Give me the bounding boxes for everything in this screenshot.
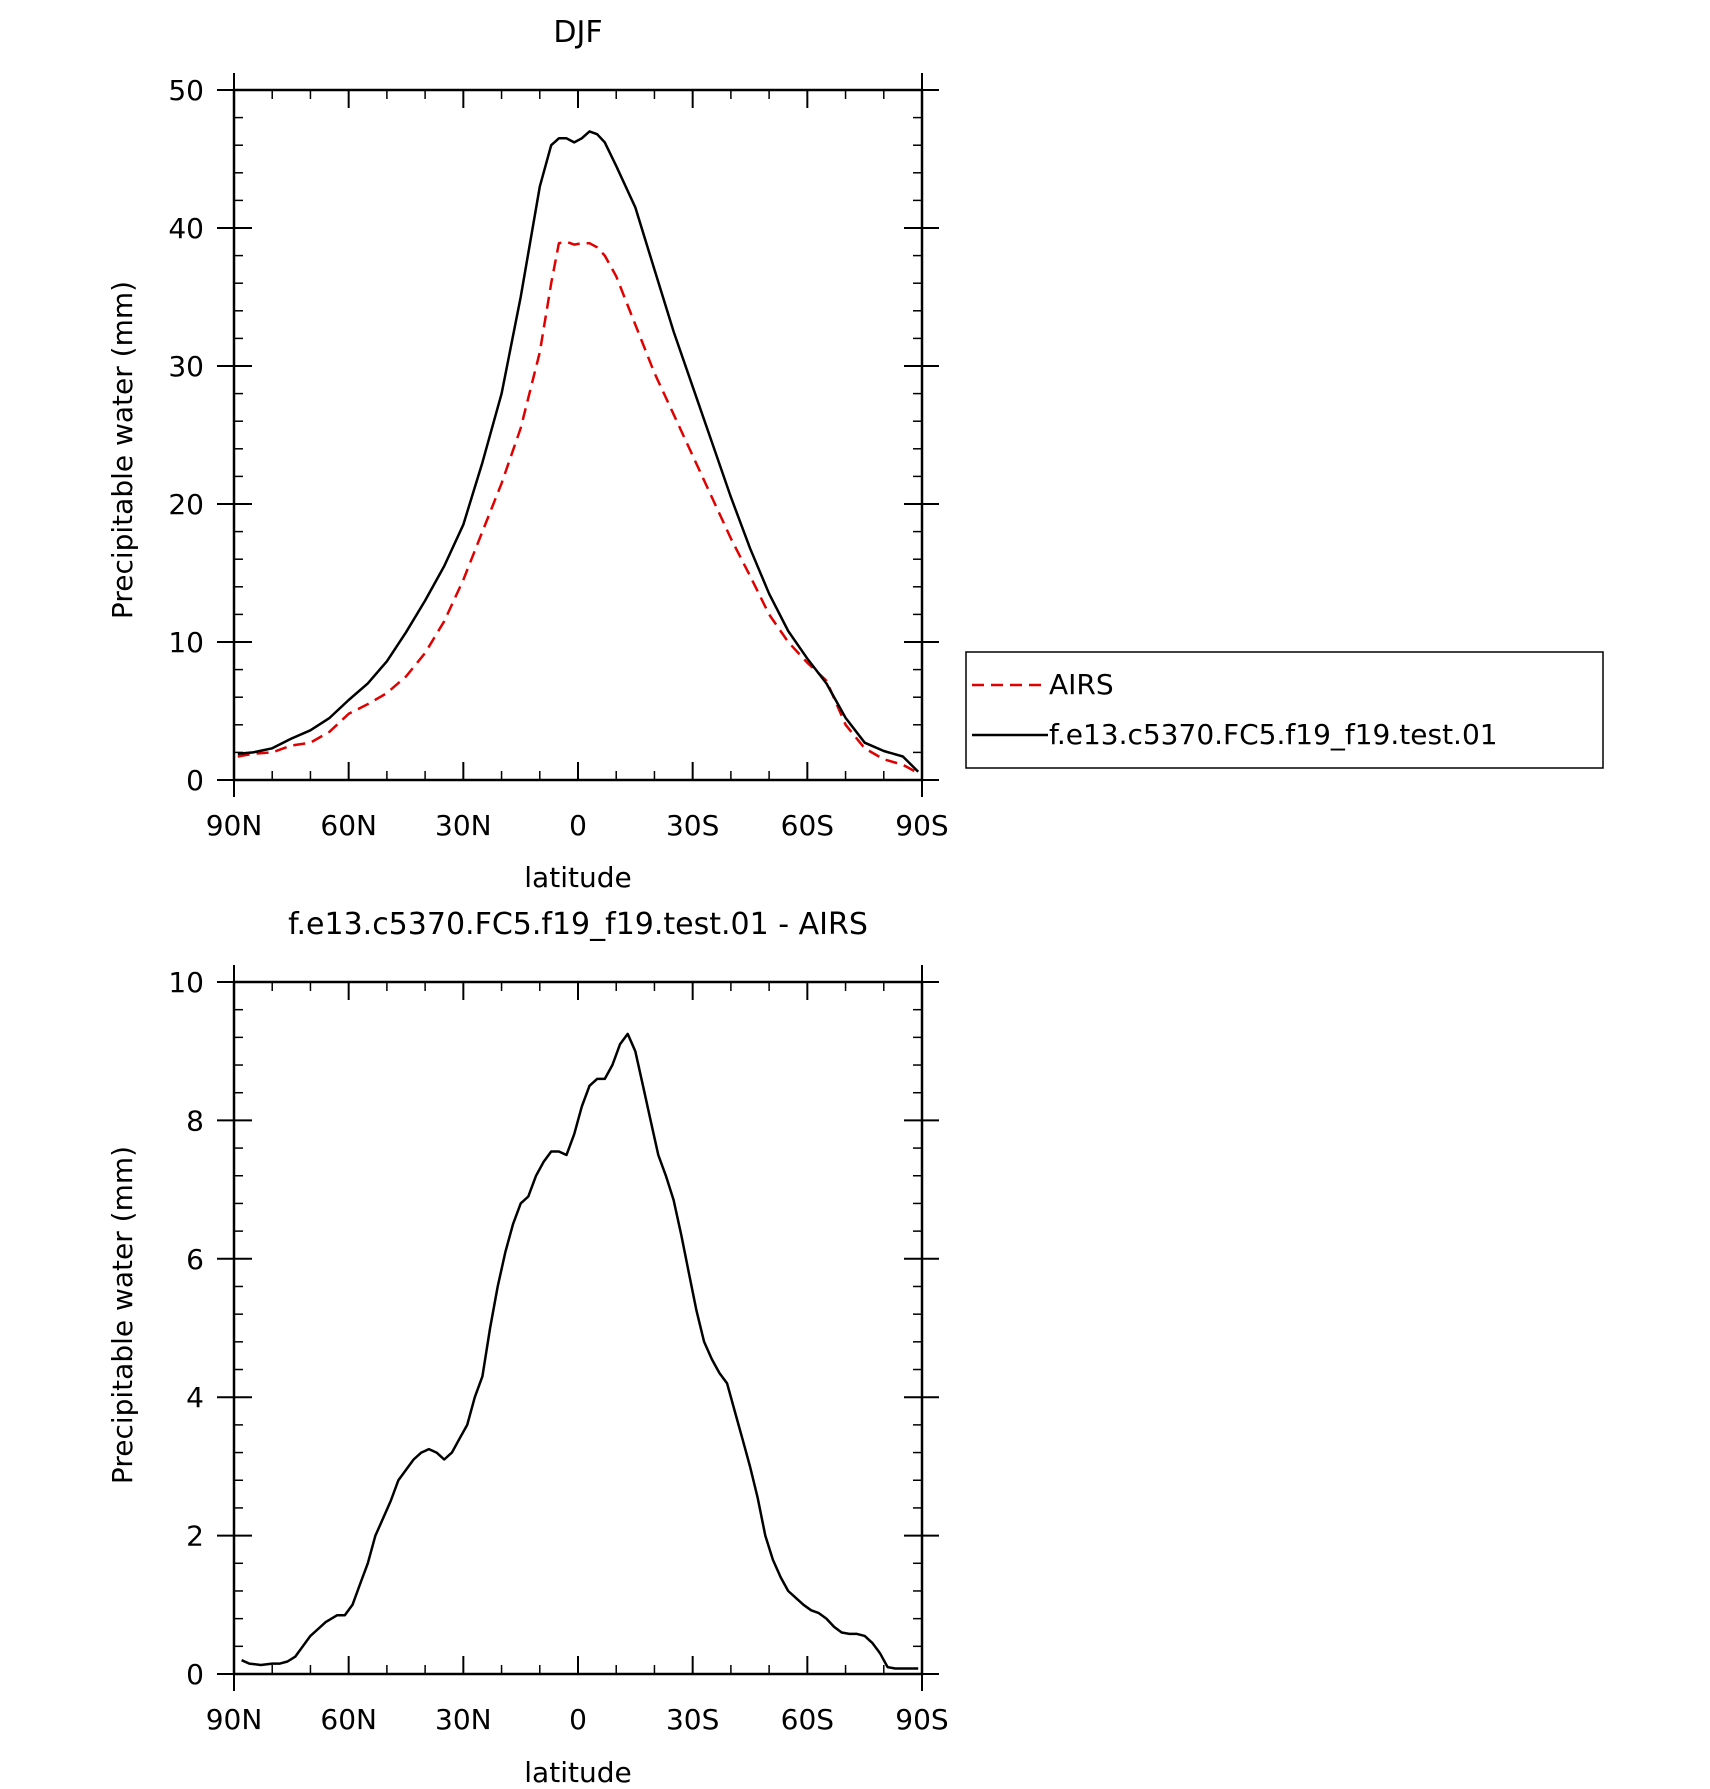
y-tick-label: 10 [168, 626, 204, 659]
x-axis-label: latitude [524, 861, 631, 894]
x-tick-label: 90N [206, 809, 263, 842]
x-tick-label: 60S [781, 1703, 834, 1736]
y-tick-label: 0 [186, 1658, 204, 1691]
plot-frame [232, 980, 924, 1676]
x-tick-label: 90S [895, 809, 948, 842]
x-axis-label: latitude [524, 1756, 631, 1789]
x-tick-label: 60N [320, 1703, 377, 1736]
series-line-f-e13-c5370-fc5-f19-f19-test-01 [237, 130, 920, 773]
axis-tick-labels: 90N 60N 30N 0 30S 60S 90S 0 10 20 30 40 50 [168, 74, 948, 842]
x-tick-label: 30N [435, 809, 492, 842]
y-tick-label: 40 [168, 212, 204, 245]
y-tick-label: 30 [168, 350, 204, 383]
x-tick-label: 30S [666, 809, 719, 842]
x-tick-label: 60S [781, 809, 834, 842]
y-tick-label: 50 [168, 74, 204, 107]
series-lines [237, 130, 920, 775]
x-tick-label: 0 [569, 809, 587, 842]
panel-title: DJF [553, 15, 602, 50]
difference-panel: f.e13.c5370.FC5.f19_f19.test.01 - AIRS P… [106, 907, 949, 1789]
y-tick-label: 6 [186, 1243, 204, 1276]
y-tick-label: 8 [186, 1104, 204, 1137]
legend-box [965, 651, 1604, 769]
x-tick-label: 30S [666, 1703, 719, 1736]
x-tick-label: 60N [320, 809, 377, 842]
y-tick-label: 4 [186, 1381, 204, 1414]
series-line-difference [241, 1032, 919, 1670]
y-tick-label: 0 [186, 764, 204, 797]
x-tick-label: 90S [895, 1703, 948, 1736]
axis-ticks [217, 965, 939, 1691]
x-tick-label: 0 [569, 1703, 587, 1736]
axis-tick-labels: 90N 60N 30N 0 30S 60S 90S 0 2 4 6 8 10 [168, 966, 948, 1736]
y-tick-label: 20 [168, 488, 204, 521]
y-tick-label: 10 [168, 966, 204, 999]
legend-label-model: f.e13.c5370.FC5.f19_f19.test.01 [1049, 718, 1498, 751]
y-axis-label: Precipitable water (mm) [106, 281, 139, 619]
y-axis-label: Precipitable water (mm) [106, 1146, 139, 1484]
y-tick-label: 2 [186, 1520, 204, 1553]
plot-frame [232, 88, 924, 782]
series-line-airs [237, 240, 919, 775]
djf-panel: DJF Precipitable water (mm) latitude 90N… [106, 15, 1604, 894]
legend: AIRS f.e13.c5370.FC5.f19_f19.test.01 [965, 651, 1604, 769]
legend-label-airs: AIRS [1049, 668, 1114, 701]
panel-title: f.e13.c5370.FC5.f19_f19.test.01 - AIRS [288, 907, 868, 942]
series-lines [241, 1032, 919, 1670]
x-tick-label: 90N [206, 1703, 263, 1736]
x-tick-label: 30N [435, 1703, 492, 1736]
